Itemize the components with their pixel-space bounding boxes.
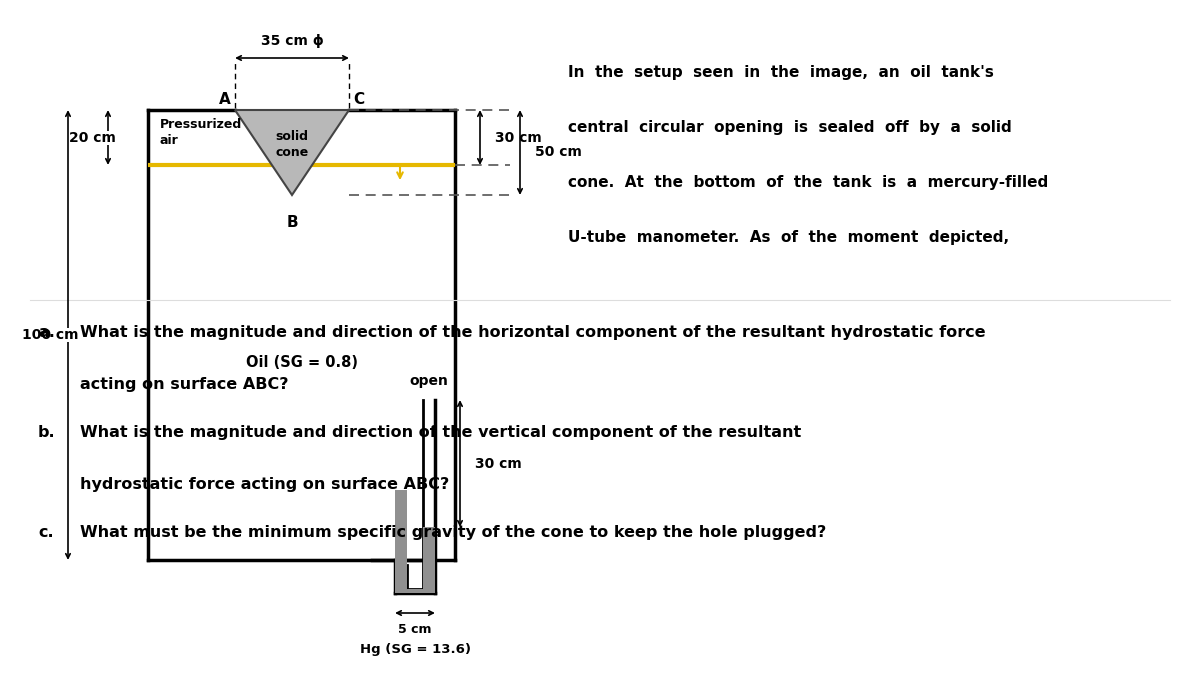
- Text: central  circular  opening  is  sealed  off  by  a  solid: central circular opening is sealed off b…: [568, 120, 1012, 135]
- Text: U-tube  manometer.  As  of  the  moment  depicted,: U-tube manometer. As of the moment depic…: [568, 230, 1009, 245]
- Text: a.: a.: [38, 325, 55, 340]
- Text: b.: b.: [38, 425, 55, 440]
- Text: In  the  setup  seen  in  the  image,  an  oil  tank's: In the setup seen in the image, an oil t…: [568, 65, 994, 80]
- Polygon shape: [395, 490, 436, 593]
- Text: open: open: [409, 374, 449, 388]
- Text: What is the magnitude and direction of the vertical component of the resultant: What is the magnitude and direction of t…: [80, 425, 802, 440]
- Text: 5 cm: 5 cm: [398, 623, 432, 636]
- Text: A: A: [220, 92, 230, 107]
- Text: hydrostatic force acting on surface ABC?: hydrostatic force acting on surface ABC?: [80, 477, 449, 492]
- Text: 35 cm ϕ: 35 cm ϕ: [260, 34, 323, 48]
- Text: solid
cone: solid cone: [275, 130, 308, 159]
- Polygon shape: [235, 110, 349, 195]
- Text: 100 cm: 100 cm: [22, 328, 78, 342]
- Text: What is the magnitude and direction of the horizontal component of the resultant: What is the magnitude and direction of t…: [80, 325, 985, 340]
- Text: B: B: [286, 215, 298, 230]
- Text: 30 cm: 30 cm: [496, 130, 541, 144]
- Text: C: C: [353, 92, 364, 107]
- Text: Oil (SG = 0.8): Oil (SG = 0.8): [246, 355, 358, 370]
- Text: 20 cm: 20 cm: [68, 130, 115, 144]
- Text: What must be the minimum specific gravity of the cone to keep the hole plugged?: What must be the minimum specific gravit…: [80, 525, 827, 540]
- Text: 30 cm: 30 cm: [475, 456, 522, 470]
- Text: cone.  At  the  bottom  of  the  tank  is  a  mercury-filled: cone. At the bottom of the tank is a mer…: [568, 175, 1049, 190]
- Text: Hg (SG = 13.6): Hg (SG = 13.6): [360, 643, 470, 656]
- Text: Pressurized
air: Pressurized air: [160, 119, 242, 146]
- Text: acting on surface ABC?: acting on surface ABC?: [80, 377, 288, 392]
- Text: 50 cm: 50 cm: [535, 146, 582, 159]
- Text: c.: c.: [38, 525, 54, 540]
